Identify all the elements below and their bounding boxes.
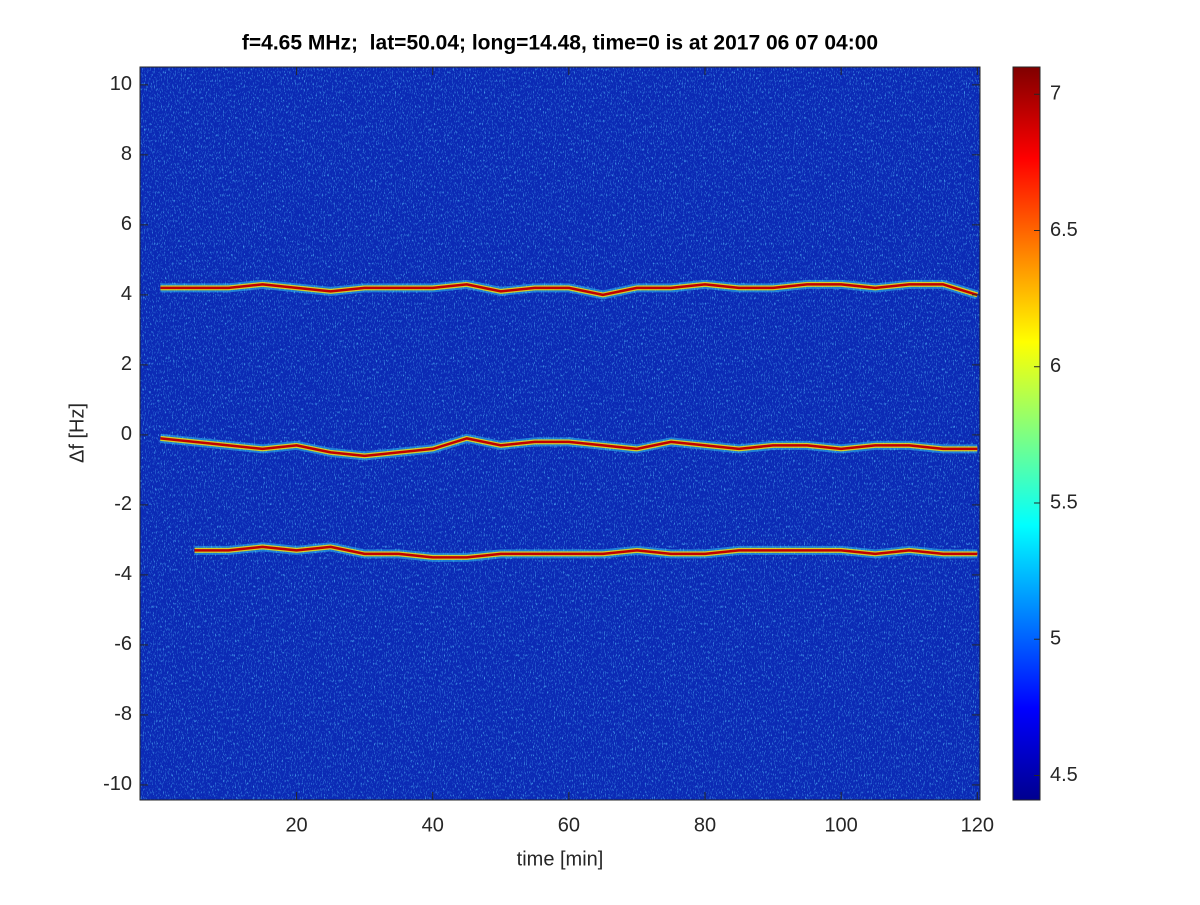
x-axis-label: time [min] <box>517 848 604 870</box>
colorbar-tick-label: 7 <box>1050 83 1061 105</box>
y-tick-label: 2 <box>121 353 132 375</box>
x-tick-label: 100 <box>824 814 857 836</box>
noise-texture <box>140 67 980 800</box>
colorbar <box>1012 66 1041 801</box>
colorbar-tick-label: 5.5 <box>1050 491 1078 513</box>
colorbar-tick-label: 4.5 <box>1050 764 1078 786</box>
trace <box>160 283 978 297</box>
y-tick-label: 6 <box>121 213 132 235</box>
colorbar-tick-label: 6 <box>1050 355 1061 377</box>
x-tick-label: 20 <box>285 814 307 836</box>
colorbar-tick-label: 5 <box>1050 628 1061 650</box>
y-axis-label: Δf [Hz] <box>66 403 88 463</box>
trace <box>194 545 978 559</box>
y-tick-label: -2 <box>114 493 132 515</box>
y-tick-label: 0 <box>121 423 132 445</box>
y-tick-label: -6 <box>114 633 132 655</box>
colorbar-tick-label: 6.5 <box>1050 219 1078 241</box>
plot-frame <box>139 66 981 801</box>
y-tick-label: -8 <box>114 703 132 725</box>
x-tick-label: 80 <box>694 814 716 836</box>
x-tick-label: 60 <box>558 814 580 836</box>
trace <box>160 437 978 458</box>
x-tick-label: 120 <box>961 814 994 836</box>
chart-title: f=4.65 MHz; lat=50.04; long=14.48, time=… <box>242 32 878 55</box>
y-tick-label: 4 <box>121 283 132 305</box>
y-tick-label: 10 <box>110 73 132 95</box>
x-tick-label: 40 <box>422 814 444 836</box>
y-tick-label: 8 <box>121 143 132 165</box>
y-tick-label: -4 <box>114 563 132 585</box>
y-tick-label: -10 <box>103 773 132 795</box>
